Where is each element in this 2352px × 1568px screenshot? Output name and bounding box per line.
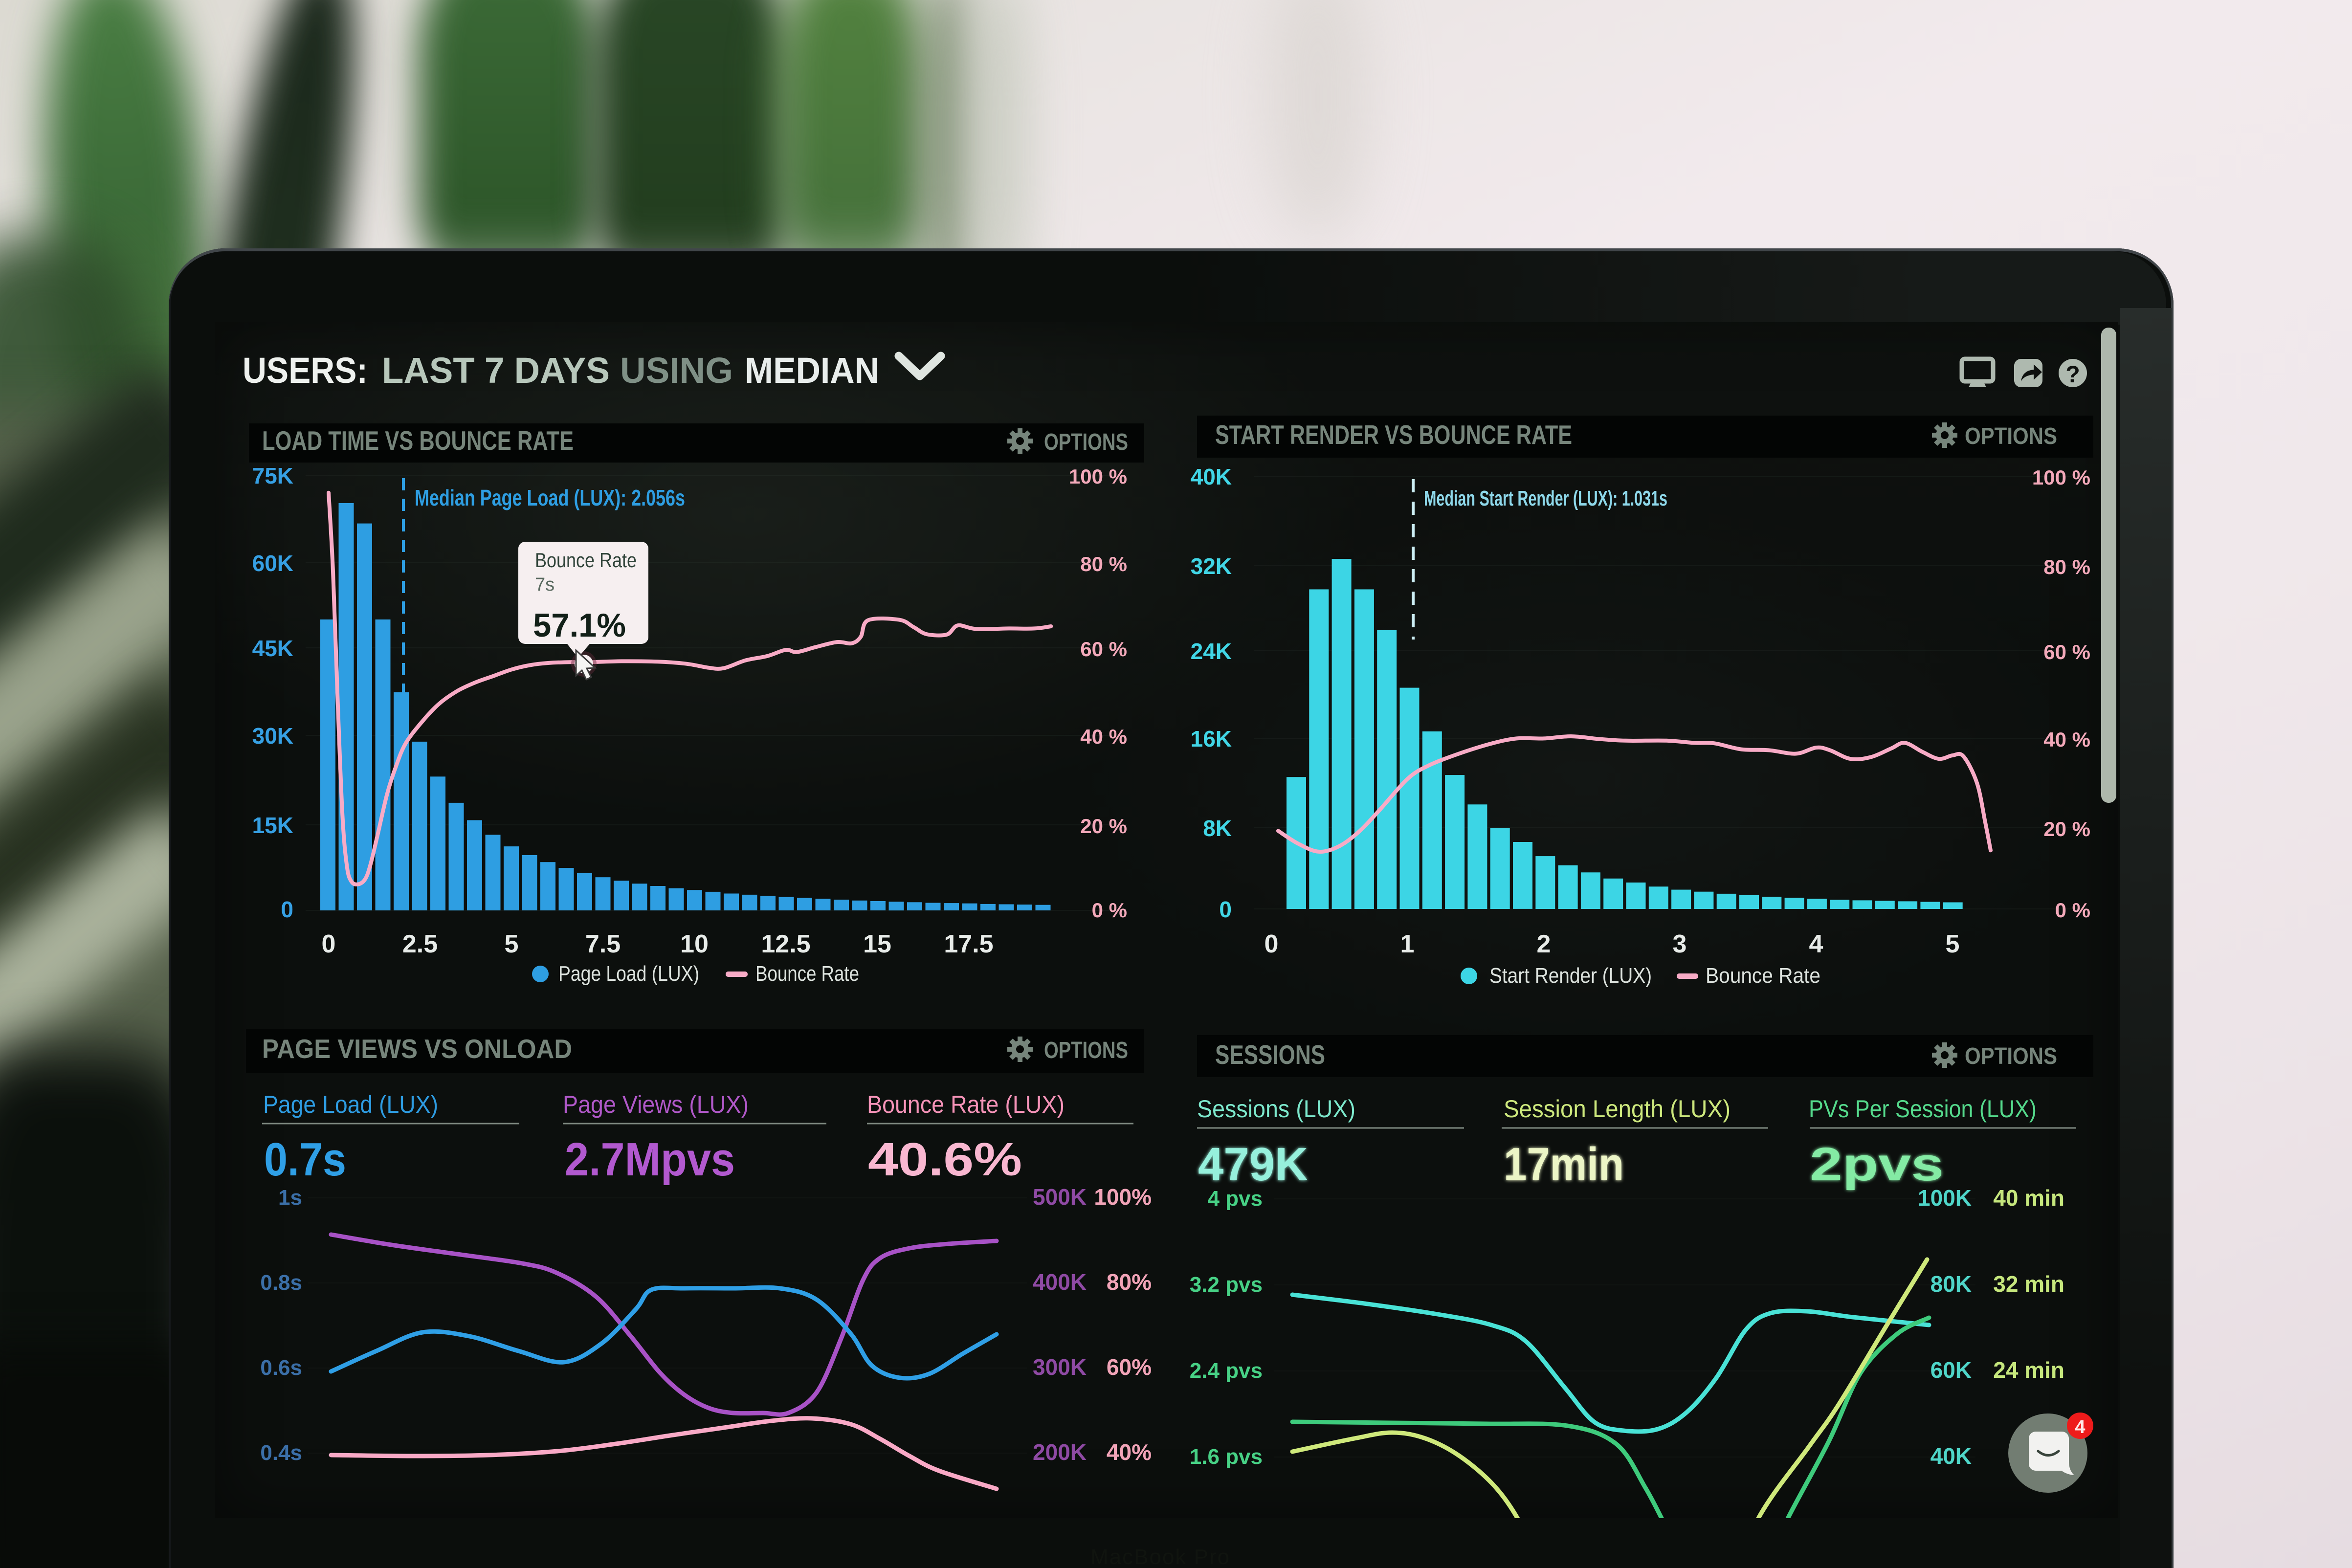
svg-text:Bounce Rate: Bounce Rate: [755, 962, 859, 986]
svg-text:Bounce Rate: Bounce Rate: [1706, 964, 1820, 988]
svg-text:57.1%: 57.1%: [533, 607, 626, 644]
svg-text:Bounce Rate: Bounce Rate: [535, 549, 637, 572]
svg-text:24 min: 24 min: [1993, 1357, 2064, 1383]
svg-text:2pvs: 2pvs: [1810, 1138, 1944, 1191]
svg-text:40 %: 40 %: [2043, 728, 2090, 751]
svg-text:20 %: 20 %: [1080, 815, 1127, 838]
svg-text:2: 2: [1537, 930, 1551, 958]
svg-text:4: 4: [1809, 930, 1823, 958]
svg-text:400K: 400K: [1033, 1269, 1087, 1295]
svg-text:24K: 24K: [1191, 639, 1232, 664]
svg-text:45K: 45K: [252, 636, 293, 661]
svg-text:32K: 32K: [1191, 553, 1232, 579]
svg-text:8K: 8K: [1203, 816, 1232, 841]
svg-text:Session Length (LUX): Session Length (LUX): [1504, 1095, 1731, 1123]
svg-text:Sessions (LUX): Sessions (LUX): [1197, 1095, 1355, 1123]
svg-text:1s: 1s: [278, 1186, 302, 1210]
svg-text:?: ?: [2065, 362, 2080, 388]
svg-text:40K: 40K: [1930, 1443, 1972, 1469]
svg-text:0: 0: [1219, 897, 1232, 922]
svg-text:40K: 40K: [1191, 464, 1232, 489]
svg-text:32 min: 32 min: [1993, 1271, 2064, 1297]
svg-text:60%: 60%: [1107, 1354, 1152, 1380]
svg-text:SESSIONS: SESSIONS: [1215, 1039, 1325, 1070]
svg-text:479K: 479K: [1198, 1138, 1308, 1191]
svg-text:100%: 100%: [1094, 1184, 1152, 1210]
svg-text:OPTIONS: OPTIONS: [1044, 429, 1128, 455]
svg-text:60 %: 60 %: [1080, 638, 1127, 661]
svg-text:1.6 pvs: 1.6 pvs: [1190, 1445, 1263, 1469]
svg-text:LOAD TIME VS BOUNCE RATE: LOAD TIME VS BOUNCE RATE: [262, 425, 574, 456]
svg-text:OPTIONS: OPTIONS: [1965, 423, 2057, 449]
svg-text:PVs Per Session (LUX): PVs Per Session (LUX): [1809, 1095, 2037, 1123]
svg-text:0: 0: [1265, 930, 1279, 958]
svg-text:500K: 500K: [1033, 1184, 1087, 1210]
svg-text:17min: 17min: [1504, 1138, 1624, 1191]
svg-text:Page Views (LUX): Page Views (LUX): [563, 1091, 749, 1118]
svg-text:LAST 7 DAYS: LAST 7 DAYS: [382, 350, 610, 391]
svg-text:4 pvs: 4 pvs: [1207, 1187, 1263, 1211]
svg-text:60 %: 60 %: [2043, 640, 2090, 663]
svg-text:7s: 7s: [535, 574, 555, 595]
svg-text:1: 1: [1400, 930, 1415, 958]
svg-text:200K: 200K: [1033, 1439, 1087, 1465]
svg-text:80%: 80%: [1107, 1269, 1152, 1295]
svg-text:17.5: 17.5: [944, 930, 993, 958]
svg-text:Bounce Rate (LUX): Bounce Rate (LUX): [867, 1091, 1065, 1118]
svg-text:0.4s: 0.4s: [260, 1441, 302, 1465]
svg-text:80K: 80K: [1930, 1271, 1972, 1297]
svg-text:0 %: 0 %: [1092, 899, 1127, 922]
svg-text:40 min: 40 min: [1993, 1185, 2064, 1211]
svg-text:100 %: 100 %: [2032, 466, 2090, 489]
svg-text:Start Render (LUX): Start Render (LUX): [1489, 964, 1652, 988]
svg-text:0: 0: [281, 897, 293, 922]
svg-text:PAGE VIEWS VS ONLOAD: PAGE VIEWS VS ONLOAD: [262, 1034, 572, 1064]
svg-text:40.6%: 40.6%: [868, 1133, 1022, 1186]
svg-text:OPTIONS: OPTIONS: [1965, 1043, 2057, 1069]
svg-text:2.5: 2.5: [402, 930, 438, 958]
svg-text:Median Page Load (LUX): 2.056s: Median Page Load (LUX): 2.056s: [415, 485, 685, 510]
svg-text:80 %: 80 %: [1080, 552, 1127, 575]
svg-text:12.5: 12.5: [761, 930, 810, 958]
svg-text:20 %: 20 %: [2043, 817, 2090, 840]
svg-text:Page Load (LUX): Page Load (LUX): [558, 962, 699, 986]
svg-text:30K: 30K: [252, 723, 293, 749]
svg-text:4: 4: [2075, 1417, 2085, 1437]
svg-text:3.2 pvs: 3.2 pvs: [1190, 1273, 1263, 1297]
svg-text:0 %: 0 %: [2055, 899, 2090, 922]
svg-text:2.4 pvs: 2.4 pvs: [1190, 1359, 1263, 1383]
svg-text:0.6s: 0.6s: [260, 1356, 302, 1380]
svg-text:40%: 40%: [1107, 1439, 1152, 1465]
svg-text:USING: USING: [620, 350, 733, 391]
svg-text:100K: 100K: [1918, 1185, 1972, 1211]
svg-text:MEDIAN: MEDIAN: [745, 350, 879, 391]
svg-text:USERS:: USERS:: [243, 350, 368, 391]
svg-text:15: 15: [863, 930, 891, 958]
svg-text:2.7Mpvs: 2.7Mpvs: [565, 1133, 735, 1186]
svg-text:7.5: 7.5: [585, 930, 621, 958]
svg-text:Page Load (LUX): Page Load (LUX): [263, 1091, 438, 1118]
svg-text:60K: 60K: [1930, 1357, 1972, 1383]
svg-text:5: 5: [505, 930, 519, 958]
svg-text:300K: 300K: [1033, 1354, 1087, 1380]
svg-text:Median Start Render (LUX): 1.0: Median Start Render (LUX): 1.031s: [1424, 486, 1667, 510]
svg-text:10: 10: [680, 930, 709, 958]
svg-text:OPTIONS: OPTIONS: [1044, 1038, 1128, 1063]
svg-text:16K: 16K: [1191, 726, 1232, 751]
svg-text:80 %: 80 %: [2043, 555, 2090, 578]
svg-text:40 %: 40 %: [1080, 725, 1127, 748]
svg-text:0.7s: 0.7s: [264, 1133, 346, 1186]
svg-text:0.8s: 0.8s: [260, 1271, 302, 1295]
svg-text:0: 0: [322, 930, 336, 958]
svg-text:75K: 75K: [252, 463, 293, 488]
svg-text:100 %: 100 %: [1069, 465, 1127, 488]
svg-text:3: 3: [1673, 930, 1687, 958]
svg-text:5: 5: [1946, 930, 1960, 958]
svg-text:60K: 60K: [252, 551, 293, 576]
svg-text:START RENDER VS BOUNCE RATE: START RENDER VS BOUNCE RATE: [1215, 420, 1572, 450]
svg-text:15K: 15K: [252, 813, 293, 838]
